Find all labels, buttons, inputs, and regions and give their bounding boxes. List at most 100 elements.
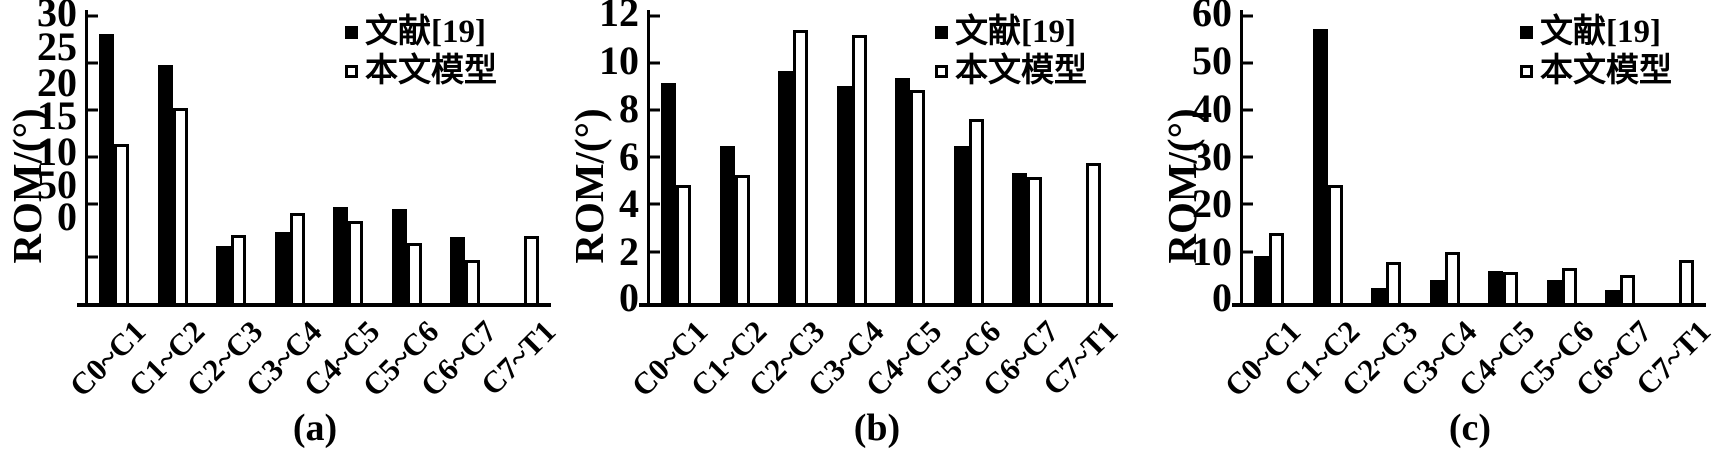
- y-tick-label: 8: [619, 85, 639, 131]
- bar-本文模型-C7~T1: [1678, 259, 1694, 303]
- bar-本文模型-C6~C7: [1027, 177, 1042, 303]
- bar-文献[19]-C1~C2: [157, 65, 173, 303]
- y-tick-label: 50: [1192, 37, 1232, 83]
- y-tick-label: 30: [37, 0, 77, 35]
- legend-item-model: 本文模型: [935, 53, 1087, 89]
- chart-b-x-axis-labels: C0~C1 C1~C2 C2~C3 C3~C4 C4~C5 C5~C6 C6~C7 C7~T1: [625, 303, 1124, 408]
- y-tick-mark: [88, 14, 98, 18]
- legend-item-literature: 文献[19]: [935, 14, 1087, 50]
- y-tick-mark: [650, 202, 660, 206]
- legend-item-literature: 文献[19]: [345, 14, 497, 50]
- bar-文献[19]-C0~C1: [661, 83, 676, 303]
- bar-文献[19]-C0~C1: [1254, 255, 1269, 303]
- bar-文献[19]-C4~C5: [1488, 270, 1503, 303]
- bar-文献[19]-C6~C7: [450, 237, 465, 303]
- chart-a-x-axis-line: [77, 303, 551, 307]
- white-square-swatch-icon: [1520, 64, 1533, 78]
- bar-文献[19]-C1~C2: [719, 145, 735, 303]
- black-square-swatch-icon: [935, 25, 948, 39]
- legend-label-literature: 文献[19]: [365, 14, 486, 50]
- bar-本文模型-C2~C3: [231, 235, 246, 303]
- bar-本文模型-C0~C1: [676, 184, 691, 303]
- legend-item-literature: 文献[19]: [1520, 14, 1672, 50]
- bar-文献[19]-C4~C5: [895, 78, 910, 303]
- y-tick-mark: [88, 255, 98, 259]
- y-tick-mark: [650, 61, 660, 65]
- chart-b-caption: (b): [853, 407, 901, 449]
- y-tick-mark: [1243, 250, 1253, 254]
- y-tick-label: 20: [37, 59, 77, 105]
- chart-a-plot-area: ROM/(°) 文献[19] 本文模型 C0~C1 C1~C2 C2~C3 C3~C4…: [4, 0, 562, 447]
- y-tick-label: 6: [619, 133, 639, 179]
- bar-文献[19]-C2~C3: [778, 71, 793, 303]
- y-tick-label: 20: [1192, 181, 1232, 227]
- bar-本文模型-C3~C4: [289, 213, 305, 303]
- y-tick-mark: [650, 108, 660, 112]
- white-square-swatch-icon: [935, 64, 948, 78]
- y-tick-mark: [1243, 61, 1253, 65]
- chart-b-y-axis-line: [647, 10, 650, 305]
- chart-b-legend: 文献[19] 本文模型: [935, 14, 1087, 89]
- bar-本文模型-C7~T1: [523, 236, 539, 303]
- bar-文献[19]-C2~C3: [216, 245, 231, 303]
- chart-a-x-axis-labels: C0~C1 C1~C2 C2~C3 C3~C4 C4~C5 C5~C6 C6~C7 C7~T1: [63, 303, 562, 408]
- y-tick-mark: [88, 61, 98, 65]
- white-square-swatch-icon: [345, 64, 358, 78]
- black-square-swatch-icon: [1520, 25, 1533, 39]
- bar-文献[19]-C3~C4: [1429, 279, 1445, 303]
- bar-文献[19]-C6~C7: [1605, 289, 1620, 303]
- y-tick-label: 12: [599, 0, 639, 35]
- y-tick-label: 15: [37, 92, 77, 138]
- bar-本文模型-C6~C7: [465, 260, 480, 303]
- chart-c-x-axis-line: [1232, 303, 1706, 307]
- y-tick-label: 4: [619, 181, 639, 227]
- bar-本文模型-C4~C5: [910, 90, 925, 303]
- bar-本文模型-C1~C2: [734, 174, 750, 303]
- chart-c-caption: (c): [1448, 407, 1492, 449]
- legend-label-model: 本文模型: [1540, 53, 1672, 89]
- bar-本文模型-C4~C5: [348, 220, 363, 303]
- y-tick-label: 25: [37, 23, 77, 69]
- chart-b-plot-area: ROM/(°) 文献[19] 本文模型 C0~C1 C1~C2 C2~C3 C3~C4…: [566, 0, 1124, 447]
- bar-本文模型-C5~C6: [968, 119, 984, 303]
- bar-文献[19]-C5~C6: [391, 209, 407, 303]
- chart-c-x-axis-labels: C0~C1 C1~C2 C2~C3 C3~C4 C4~C5 C5~C6 C6~C7 C7~T1: [1218, 303, 1717, 408]
- y-tick-mark: [650, 14, 660, 18]
- bar-本文模型-C2~C3: [793, 29, 808, 303]
- bar-文献[19]-C6~C7: [1012, 172, 1027, 303]
- chart-a-caption: (a): [292, 407, 338, 449]
- chart-a-legend: 文献[19] 本文模型: [345, 14, 497, 89]
- bar-本文模型-C7~T1: [1085, 162, 1101, 303]
- y-tick-label: 50: [37, 161, 77, 207]
- bar-本文模型-C2~C3: [1386, 262, 1401, 303]
- bar-本文模型-C5~C6: [406, 243, 422, 303]
- bar-文献[19]-C1~C2: [1312, 28, 1328, 303]
- bar-本文模型-C1~C2: [172, 107, 188, 303]
- bar-文献[19]-C4~C5: [333, 207, 348, 303]
- y-tick-mark: [1243, 108, 1253, 112]
- chart-c-plot-area: ROM/(°) 文献[19] 本文模型 C0~C1 C1~C2 C2~C3 C3~C4…: [1159, 0, 1717, 447]
- chart-b-x-axis-line: [639, 303, 1113, 307]
- y-tick-mark: [88, 202, 98, 206]
- chart-a-y-axis-line: [85, 10, 88, 305]
- bar-本文模型-C5~C6: [1561, 267, 1577, 303]
- bar-文献[19]-C3~C4: [836, 85, 852, 303]
- bar-文献[19]-C2~C3: [1371, 287, 1386, 303]
- y-tick-mark: [88, 108, 98, 112]
- y-tick-label: 10: [599, 37, 639, 83]
- legend-item-model: 本文模型: [1520, 53, 1672, 89]
- bar-本文模型-C4~C5: [1503, 271, 1518, 303]
- legend-label-literature: 文献[19]: [955, 14, 1076, 50]
- y-tick-mark: [1243, 14, 1253, 18]
- y-tick-label: 60: [1192, 0, 1232, 35]
- legend-label-model: 本文模型: [365, 53, 497, 89]
- chart-c-y-axis-line: [1240, 10, 1243, 305]
- bar-本文模型-C3~C4: [1444, 251, 1460, 303]
- bar-本文模型-C6~C7: [1620, 274, 1635, 303]
- bar-本文模型-C1~C2: [1327, 185, 1343, 303]
- y-tick-mark: [650, 250, 660, 254]
- y-tick-mark: [88, 155, 98, 159]
- y-tick-label: 2: [619, 229, 639, 275]
- bar-本文模型-C0~C1: [1269, 233, 1284, 303]
